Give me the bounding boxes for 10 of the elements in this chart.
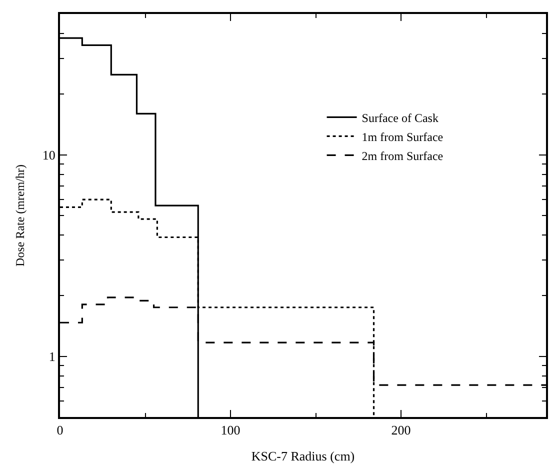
- legend-label: Surface of Cask: [362, 110, 438, 125]
- y-tick-label: 10: [42, 147, 56, 162]
- y-tick-label: 1: [48, 348, 56, 364]
- y-axis-title: Dose Rate (mrem/hr): [13, 164, 28, 266]
- x-tick-label: 100: [220, 422, 240, 438]
- x-tick-label: 0: [56, 422, 64, 438]
- x-tick-label: 200: [391, 422, 411, 438]
- legend-label: 1m from Surface: [362, 130, 444, 144]
- x-axis-title: KSC-7 Radius (cm): [251, 448, 355, 464]
- legend-label: 2m from Surface: [362, 148, 444, 163]
